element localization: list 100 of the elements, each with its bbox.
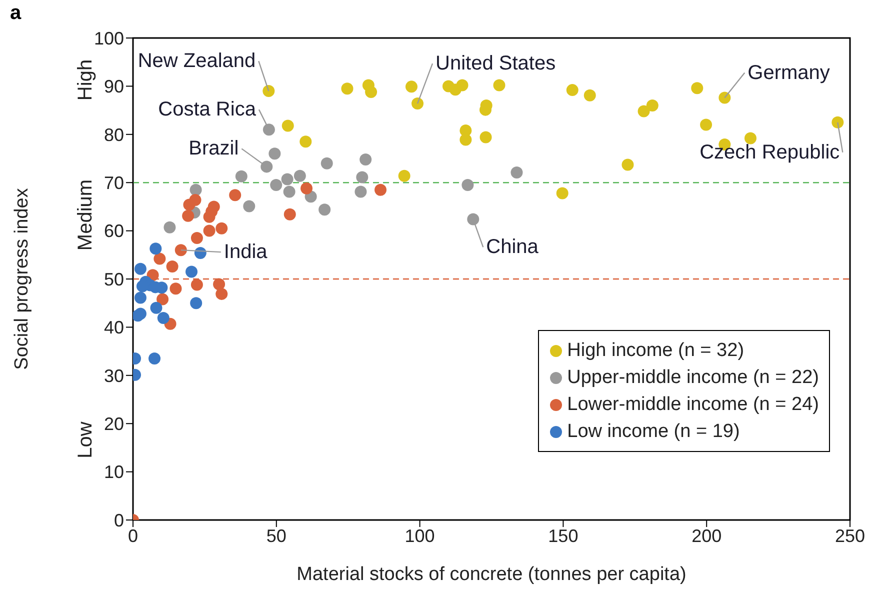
point [480,131,492,144]
point [622,158,634,171]
y-tick-label: 50 [104,269,124,290]
point [456,79,468,92]
point [136,280,148,292]
point [134,292,146,304]
annotation: Czech Republic [700,141,840,164]
point [365,86,378,98]
point [183,198,196,211]
point [556,187,568,200]
x-tick-label: 50 [266,526,286,546]
point [134,262,146,275]
y-tick-label: 10 [104,462,124,482]
y-tick-label: 60 [104,221,124,242]
y-tick-label: 80 [104,124,124,145]
point [718,92,731,104]
x-tick-label: 150 [548,526,578,546]
point [243,200,256,212]
x-tick-label: 200 [692,526,722,546]
point [170,282,182,295]
point [300,136,312,148]
point [398,170,410,182]
annotation: India [224,241,268,264]
y-tick-label: 100 [94,28,124,48]
point [213,278,226,290]
point [156,293,169,306]
point [284,208,296,220]
point [341,82,354,95]
annotation: China [486,236,540,258]
point [260,160,273,173]
annotation: Germany [748,62,830,84]
point [566,84,578,96]
point [320,157,333,170]
point [164,221,176,234]
y-tick-label: 20 [104,414,124,434]
x-tick-label: 0 [128,526,138,546]
point [154,252,166,265]
point [405,80,418,93]
point [832,116,844,128]
point [229,189,242,202]
point [150,302,162,314]
point [216,288,228,300]
point [174,244,187,256]
point [300,182,313,194]
point [203,224,216,237]
point [584,89,596,102]
point [354,186,367,198]
point [166,260,178,272]
point [268,148,281,160]
point [282,120,294,132]
legend-label: High income (n = 32) [567,339,744,363]
point [190,297,202,310]
point [281,173,294,186]
point [294,170,306,182]
point [186,266,198,278]
point [283,186,296,198]
point [638,105,650,118]
point [744,132,756,144]
annotation: Costa Rica [158,98,257,121]
legend-label: Low income (n = 19) [567,420,740,444]
point [412,98,424,110]
point [262,124,275,136]
text: High [74,59,98,101]
legend-label: Upper-middle income (n = 22) [567,366,819,390]
y-tick-label: 70 [104,172,124,193]
point [467,213,480,226]
point [190,184,202,196]
y-tick-label: 30 [104,366,124,386]
x-axis-title: Material stocks of concrete (tonnes per capita) [296,564,686,585]
x-tick-label: 250 [834,526,866,546]
y-tick-label: 90 [104,76,124,97]
point [190,278,203,291]
point [235,170,248,182]
point [374,184,387,196]
point [646,99,658,112]
point [460,134,472,146]
point [270,179,282,192]
x-tick-label: 100 [404,526,435,546]
text: Medium [74,179,98,251]
annotation: United States [436,52,556,75]
point [262,85,275,98]
legend-label: Lower-middle income (n = 24) [567,393,819,417]
point [157,312,170,324]
point [203,210,216,223]
point [462,179,474,192]
point [190,232,203,244]
point [510,166,523,178]
annotation: Brazil [188,138,239,160]
y-tick-label: 40 [104,318,124,338]
point [318,204,331,216]
annotation: New Zealand [138,50,256,72]
point [691,82,704,94]
point [360,153,372,166]
text: Low [74,422,98,458]
point [148,352,161,365]
text: a [10,2,22,25]
point [216,222,228,234]
y-axis-title: Social progress index [12,188,33,370]
point [182,210,194,222]
point [700,118,712,131]
